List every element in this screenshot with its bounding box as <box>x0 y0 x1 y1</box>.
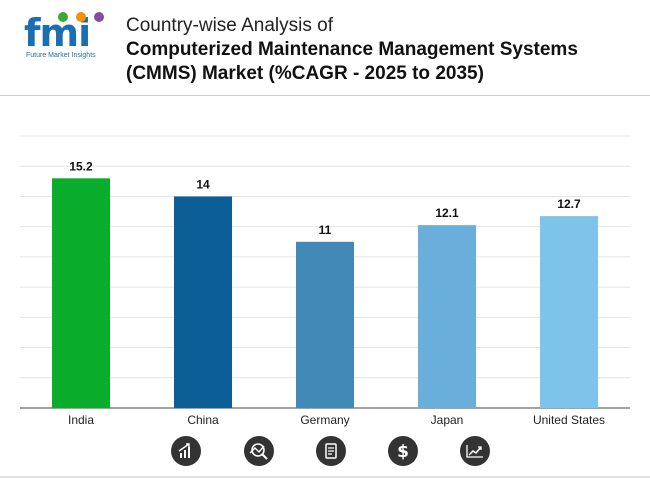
title-line-1: Country-wise Analysis of <box>126 15 333 36</box>
bar-india <box>52 178 110 408</box>
svg-text:$: $ <box>397 442 409 461</box>
x-tick-label: China <box>187 413 219 427</box>
data-label: 12.1 <box>435 206 459 220</box>
x-tick-label: Japan <box>431 413 464 427</box>
title-line-3: (CMMS) Market (%CAGR - 2025 to 2035) <box>126 63 484 84</box>
dollar-icon: $ <box>388 436 418 466</box>
bar-chart: 15.2 India 14 China 11 Germany 12.1 Japan 12.7 Un… <box>20 135 630 427</box>
icon-row: $ <box>0 436 650 470</box>
x-tick-label: India <box>68 413 94 427</box>
logo-dot-purple <box>94 12 104 22</box>
data-label: 12.7 <box>557 197 581 211</box>
data-label: 15.2 <box>69 159 93 173</box>
x-tick-label: United States <box>533 413 605 427</box>
title-line-2: Computerized Maintenance Management Syst… <box>126 39 578 60</box>
header: fmi Future Market Insights Country-wise … <box>0 0 650 96</box>
x-tick-label: Germany <box>300 413 349 427</box>
bar-china <box>174 196 232 408</box>
bar-japan <box>418 225 476 408</box>
logo-dot-orange <box>76 12 86 22</box>
logo: fmi Future Market Insights <box>24 12 114 64</box>
trend-chart-icon <box>460 436 490 466</box>
chart-title: Country-wise Analysis of Computerized Ma… <box>126 14 636 86</box>
bar-united-states <box>540 216 598 408</box>
header-divider <box>0 95 650 96</box>
data-label: 14 <box>196 177 210 191</box>
bar-germany <box>296 241 354 408</box>
logo-subtext: Future Market Insights <box>26 52 96 59</box>
bottom-divider <box>0 476 650 478</box>
report-document-icon <box>316 436 346 466</box>
data-label: 11 <box>319 223 332 237</box>
line-analysis-icon <box>244 436 274 466</box>
logo-dot-green <box>58 12 68 22</box>
bar-chart-growth-icon <box>171 436 201 466</box>
